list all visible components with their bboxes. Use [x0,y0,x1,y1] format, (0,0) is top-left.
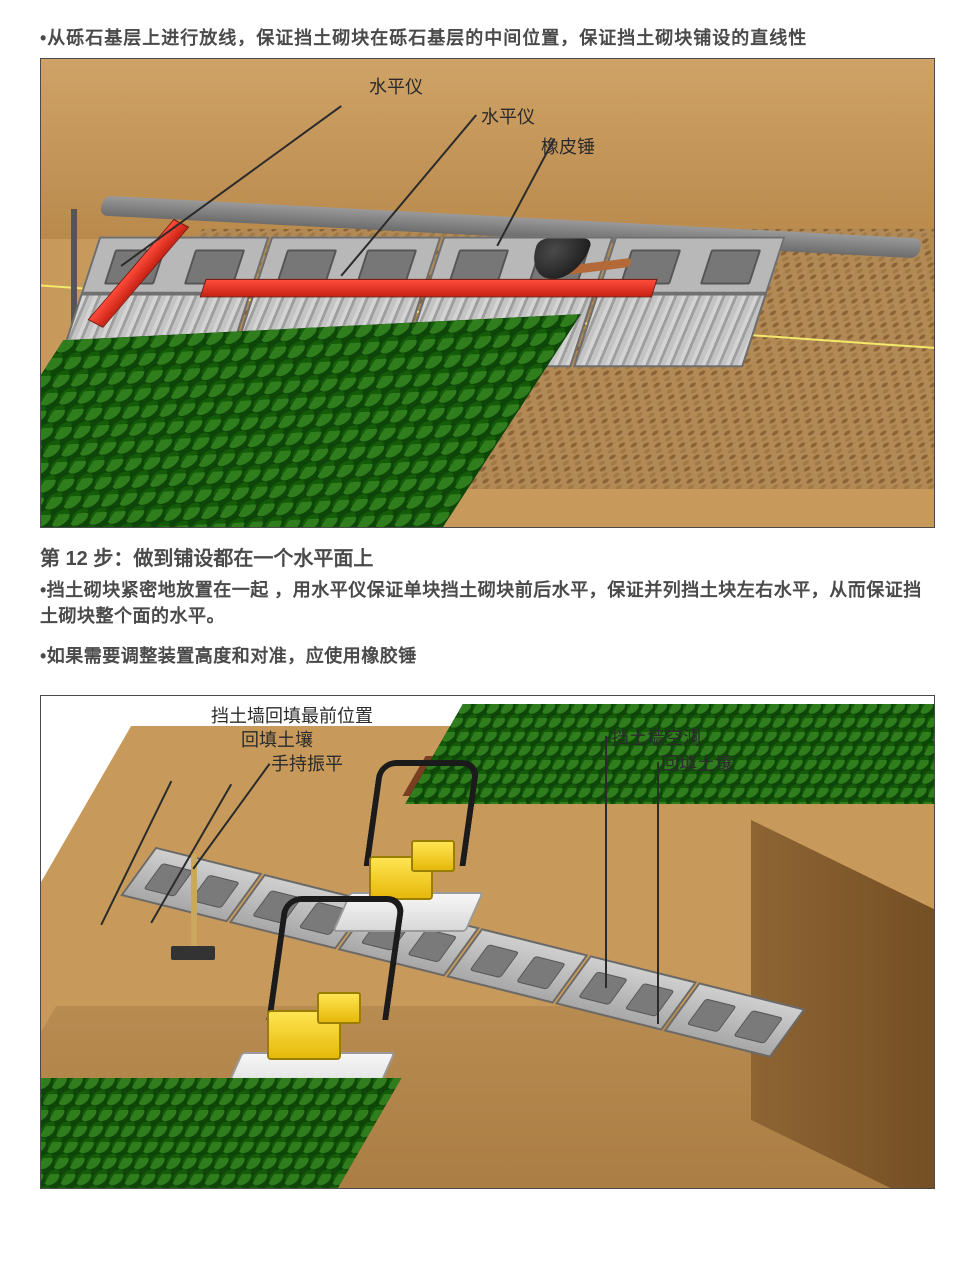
fig1-long-level [200,279,658,297]
document-page: •从砾石基层上进行放线，保证挡土砌块在砾石基层的中间位置，保证挡土砌块铺设的直线… [0,0,975,1241]
fig2-label-backfill-left: 回填土壤 [241,726,313,752]
fig1-label-mallet: 橡皮锤 [541,133,595,159]
fig2-leader-wall-cavity [605,736,607,988]
fig2-leader-backfill-right [657,762,659,1024]
fig2-label-backfill-right: 回填土壤 [661,750,733,776]
step-12-body-1: •挡土砌块紧密地放置在一起 ，用水平仪保证单块挡土砌块前后水平，保证并列挡土块左… [40,577,935,629]
intro-bullet: •从砾石基层上进行放线，保证挡土砌块在砾石基层的中间位置，保证挡土砌块铺设的直线… [40,24,935,50]
figure-2-backfill-compaction: 挡土墙回填最前位置 回填土壤 手持振平 挡土墙空洞 回填土壤 [40,695,935,1189]
step-12-body-2: •如果需要调整装置高度和对准，应使用橡胶锤 [40,643,935,669]
fig1-label-level1: 水平仪 [369,73,423,99]
fig2-label-wall-cavity: 挡土墙空洞 [611,724,701,750]
step-12-heading: 第 12 步：做到铺设都在一个水平面上 [40,542,935,571]
fig2-label-hand-tamper: 手持振平 [271,750,343,776]
fig2-label-front-fill: 挡土墙回填最前位置 [211,702,373,728]
fig2-hand-tamper [151,854,231,964]
figure-1-leveling-blocks: 水平仪 水平仪 橡皮锤 [40,58,935,528]
fig1-label-level2: 水平仪 [481,103,535,129]
fig1-grass [40,314,581,528]
